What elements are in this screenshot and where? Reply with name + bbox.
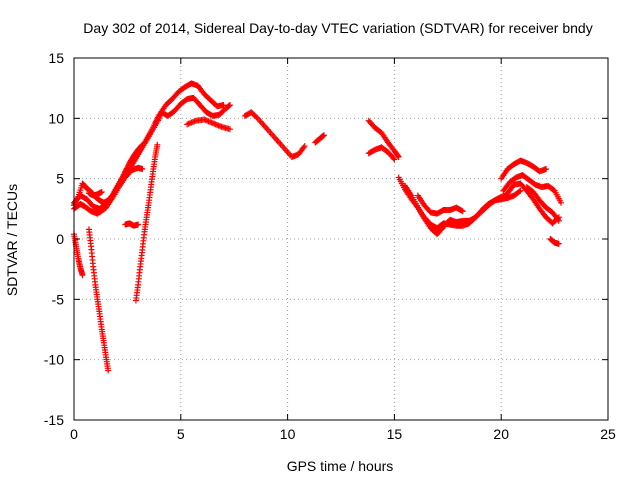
x-tick-label: 0 xyxy=(70,426,78,442)
data-point xyxy=(459,208,466,215)
y-tick-label: 5 xyxy=(56,171,64,187)
data-points xyxy=(71,80,565,374)
series-arc-k xyxy=(241,109,308,160)
y-axis-label: SDTVAR / TECUs xyxy=(4,184,20,296)
data-point xyxy=(390,155,397,162)
data-point xyxy=(139,166,146,173)
data-point xyxy=(226,102,233,109)
data-point xyxy=(543,166,550,173)
series-arc-n xyxy=(365,144,398,163)
data-point xyxy=(555,217,562,224)
axis-ticks: 0 5 10 15 20 25 -15 -10 -5 0 5 10 15 xyxy=(44,50,616,442)
data-point xyxy=(395,153,402,160)
x-axis-label: GPS time / hours xyxy=(287,458,394,474)
x-tick-label: 20 xyxy=(493,426,509,442)
series-arc-f xyxy=(122,220,142,229)
y-tick-label: 0 xyxy=(56,231,64,247)
series-arc-d xyxy=(96,164,146,216)
data-point xyxy=(394,152,401,159)
chart-title: Day 302 of 2014, Sidereal Day-to-day VTE… xyxy=(83,20,592,36)
x-tick-label: 5 xyxy=(177,426,185,442)
series-arc-i xyxy=(85,226,112,374)
y-tick-label: 10 xyxy=(48,110,64,126)
data-point xyxy=(391,156,398,163)
series-arc-m xyxy=(365,117,402,160)
series-arc-v xyxy=(547,236,562,247)
data-point xyxy=(555,240,562,247)
y-tick-label: -5 xyxy=(52,291,65,307)
series-arc-u xyxy=(523,184,562,224)
data-point xyxy=(98,188,105,195)
series-arc-h xyxy=(71,231,86,279)
data-point xyxy=(226,102,233,109)
data-point xyxy=(517,187,524,194)
data-point xyxy=(135,221,142,228)
x-tick-label: 25 xyxy=(600,426,616,442)
data-point xyxy=(226,126,233,133)
series-arc-g xyxy=(184,116,233,133)
series-arc-s xyxy=(500,172,565,206)
x-tick-label: 15 xyxy=(387,426,403,442)
plot-frame xyxy=(73,57,609,421)
series-arc-t xyxy=(498,180,562,227)
series-arc-q xyxy=(414,192,466,217)
series-arc-e xyxy=(85,188,105,199)
y-tick-label: -15 xyxy=(44,412,64,428)
data-point xyxy=(320,132,327,139)
data-point xyxy=(138,142,145,149)
data-point xyxy=(220,102,227,109)
data-point xyxy=(320,132,327,139)
series-arc-p xyxy=(402,182,524,238)
data-point xyxy=(139,141,146,148)
y-tick-label: -10 xyxy=(44,352,64,368)
series-arc-r xyxy=(498,157,550,182)
y-tick-label: 15 xyxy=(48,50,64,66)
series-arc-l xyxy=(312,132,327,146)
data-point xyxy=(301,143,308,150)
data-point xyxy=(154,141,161,148)
data-point xyxy=(458,207,465,214)
grid xyxy=(74,58,608,420)
data-point xyxy=(516,188,523,195)
data-point xyxy=(79,272,86,279)
x-tick-label: 10 xyxy=(280,426,296,442)
data-point xyxy=(105,367,112,374)
data-point xyxy=(558,199,565,206)
series-arc-j xyxy=(132,141,161,304)
